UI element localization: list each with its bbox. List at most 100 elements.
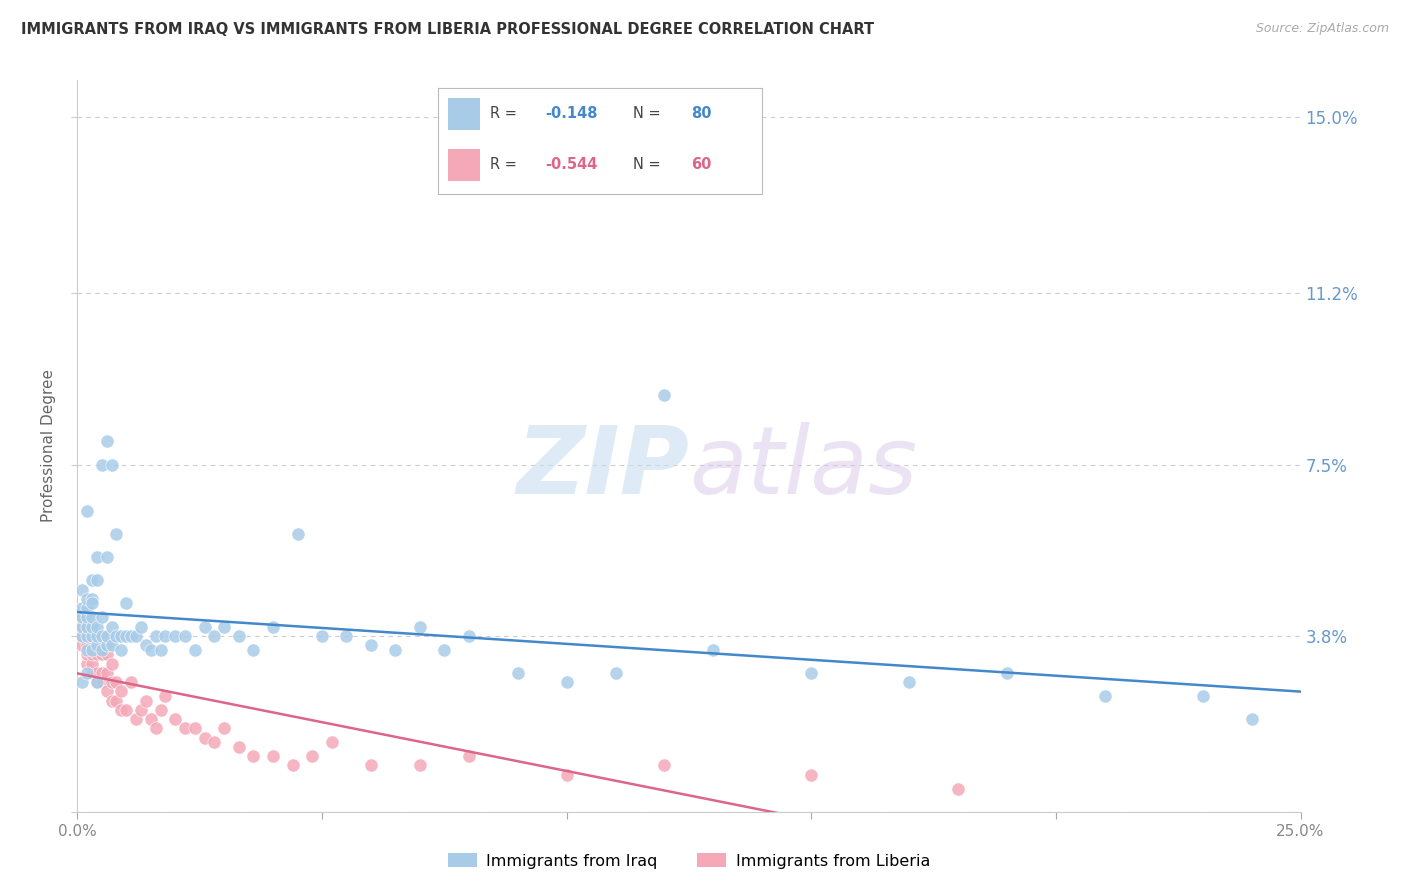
Point xyxy=(70,629,93,643)
Point xyxy=(110,629,132,643)
Point xyxy=(115,703,138,717)
Point xyxy=(193,731,215,745)
Point xyxy=(86,665,108,680)
Point xyxy=(321,735,343,749)
Point xyxy=(228,739,250,754)
Point xyxy=(605,665,627,680)
Point xyxy=(335,629,357,643)
Point xyxy=(506,665,529,680)
Point xyxy=(96,665,118,680)
Point xyxy=(184,722,207,736)
Point xyxy=(76,648,98,662)
Point xyxy=(90,642,112,657)
Point xyxy=(946,781,969,796)
Point xyxy=(242,642,264,657)
Point xyxy=(100,638,122,652)
Point xyxy=(1191,689,1213,703)
Point xyxy=(1094,689,1116,703)
Point xyxy=(555,675,578,690)
Point xyxy=(70,582,93,597)
Point xyxy=(149,703,172,717)
Point xyxy=(800,767,823,781)
Point xyxy=(262,619,284,633)
Point xyxy=(86,675,108,690)
Point xyxy=(202,629,225,643)
Point xyxy=(311,629,333,643)
Point xyxy=(228,629,250,643)
Point xyxy=(76,642,98,657)
Point xyxy=(110,703,132,717)
Point xyxy=(90,629,112,643)
Point xyxy=(100,657,122,671)
Point xyxy=(80,642,103,657)
Point xyxy=(105,675,128,690)
Point xyxy=(76,504,98,518)
Point xyxy=(90,458,112,472)
Point xyxy=(105,693,128,707)
Point xyxy=(702,642,724,657)
Point xyxy=(301,749,323,764)
Point xyxy=(76,638,98,652)
Point xyxy=(384,642,406,657)
Point xyxy=(86,619,108,633)
Point xyxy=(212,619,235,633)
Point xyxy=(76,601,98,615)
Text: ZIP: ZIP xyxy=(516,422,689,514)
Point xyxy=(86,675,108,690)
Point xyxy=(76,629,98,643)
Point xyxy=(433,642,456,657)
Point xyxy=(360,638,382,652)
Point xyxy=(80,596,103,610)
Point xyxy=(76,665,98,680)
Point xyxy=(110,684,132,698)
Y-axis label: Professional Degree: Professional Degree xyxy=(41,369,56,523)
Point xyxy=(457,629,479,643)
Point xyxy=(287,527,309,541)
Point xyxy=(86,648,108,662)
Point xyxy=(139,642,162,657)
Point xyxy=(409,758,432,772)
Point xyxy=(139,712,162,726)
Point xyxy=(90,629,112,643)
Point xyxy=(654,388,676,402)
Point xyxy=(120,629,142,643)
Point xyxy=(105,629,128,643)
Point xyxy=(165,712,187,726)
Point xyxy=(86,550,108,565)
Point xyxy=(135,638,157,652)
Point xyxy=(995,665,1018,680)
Point xyxy=(125,629,148,643)
Point xyxy=(202,735,225,749)
Point xyxy=(212,722,235,736)
Point xyxy=(242,749,264,764)
Point xyxy=(80,591,103,606)
Point xyxy=(76,619,98,633)
Point xyxy=(96,648,118,662)
Point xyxy=(90,665,112,680)
Point xyxy=(193,619,215,633)
Point xyxy=(100,619,122,633)
Point xyxy=(86,638,108,652)
Point xyxy=(96,638,118,652)
Point xyxy=(125,712,148,726)
Point xyxy=(145,629,167,643)
Point xyxy=(76,601,98,615)
Point xyxy=(129,703,152,717)
Text: Source: ZipAtlas.com: Source: ZipAtlas.com xyxy=(1256,22,1389,36)
Point xyxy=(100,458,122,472)
Point xyxy=(80,665,103,680)
Point xyxy=(165,629,187,643)
Point xyxy=(86,629,108,643)
Point xyxy=(155,689,177,703)
Point xyxy=(80,648,103,662)
Point xyxy=(76,591,98,606)
Point xyxy=(96,629,118,643)
Point xyxy=(70,638,93,652)
Point xyxy=(80,574,103,588)
Point xyxy=(105,527,128,541)
Point xyxy=(360,758,382,772)
Point xyxy=(800,665,823,680)
Point xyxy=(110,642,132,657)
Point xyxy=(80,638,103,652)
Point xyxy=(76,619,98,633)
